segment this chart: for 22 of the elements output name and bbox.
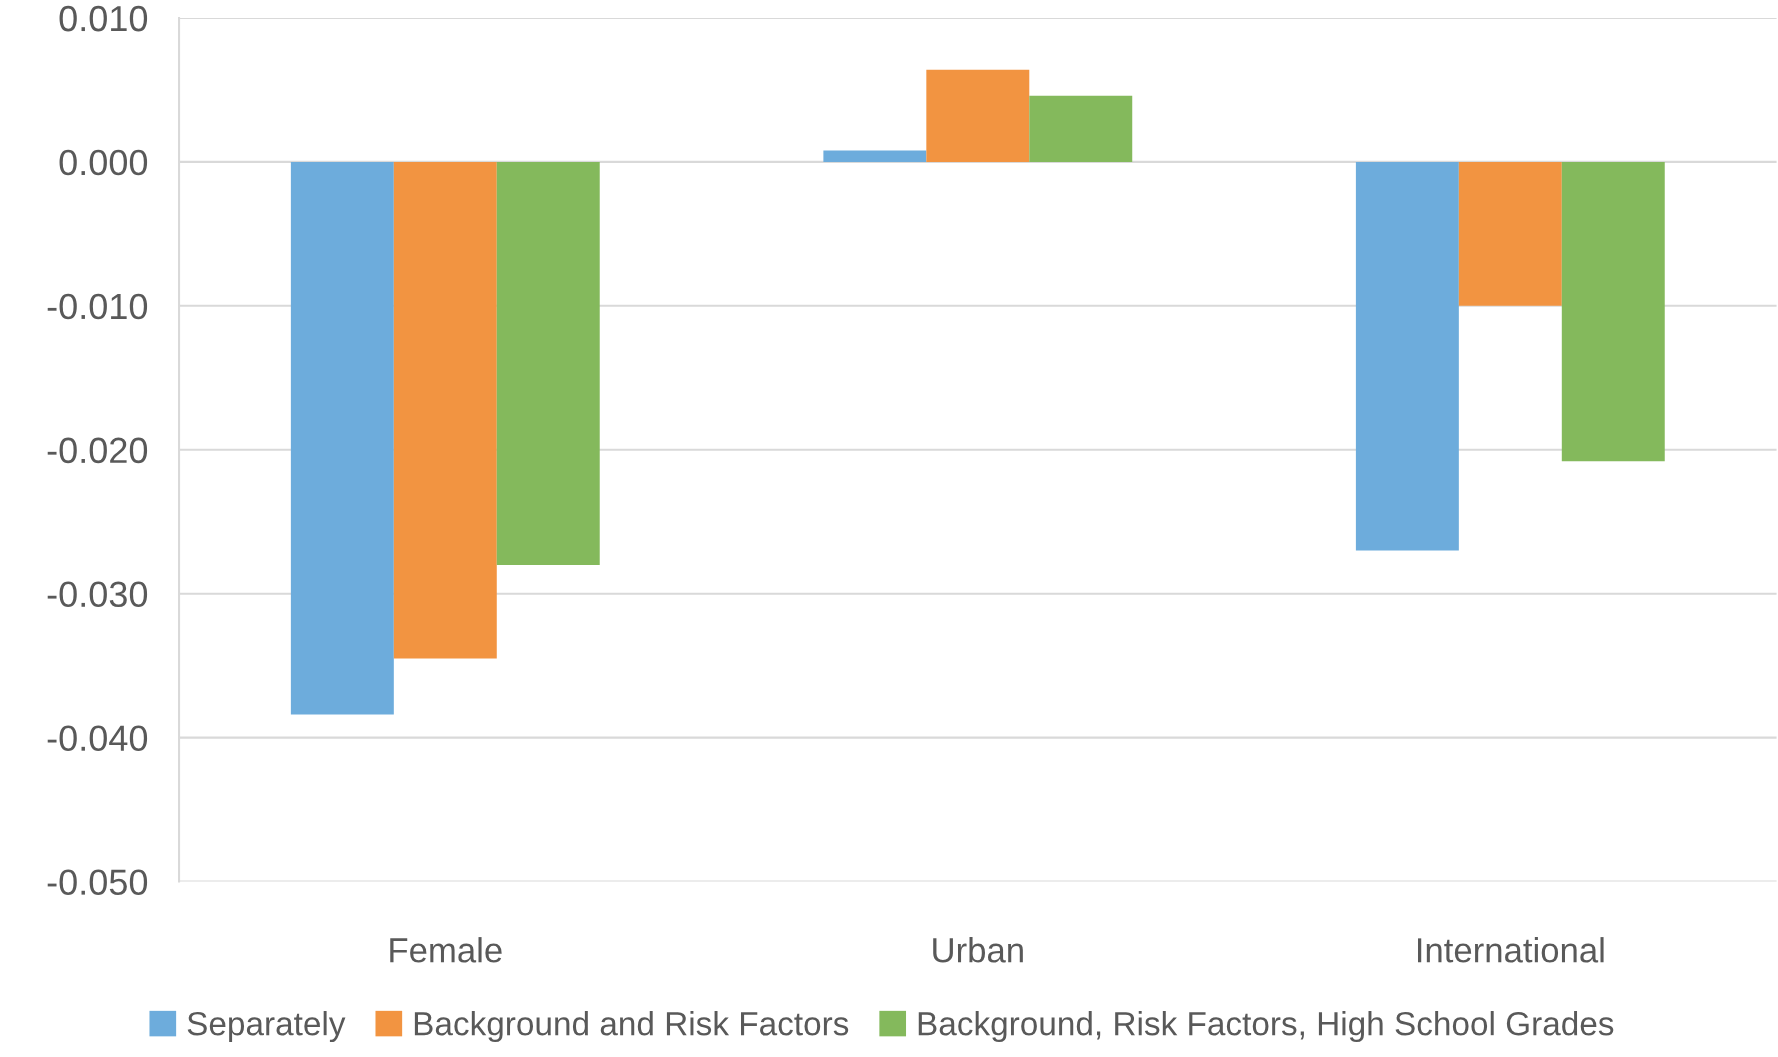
legend-label: Separately <box>187 1011 346 1043</box>
bar <box>290 161 394 715</box>
y-tick-label: 0.010 <box>59 5 148 32</box>
bar <box>1561 161 1665 462</box>
y-tick-label: -0.020 <box>47 437 148 464</box>
y-tick-label: -0.050 <box>47 869 148 895</box>
legend-label: Background and Risk Factors <box>414 1011 849 1043</box>
y-tick-label: -0.010 <box>47 293 148 320</box>
legend-label: Background, Risk Factors, High School Grades <box>918 1011 1614 1043</box>
bar <box>1458 161 1562 306</box>
bar <box>926 69 1030 162</box>
x-tick-label: Female <box>390 937 502 963</box>
bar <box>1355 161 1459 551</box>
y-tick-label: -0.040 <box>47 725 148 752</box>
bar <box>393 161 497 659</box>
y-tick-label: -0.030 <box>47 581 148 608</box>
y-tick-label: 0.000 <box>59 149 148 176</box>
x-tick-label: Urban <box>933 937 1023 963</box>
bar <box>1029 95 1133 162</box>
bar <box>823 150 927 162</box>
x-tick-label: International <box>1417 937 1604 963</box>
bar <box>496 161 600 565</box>
